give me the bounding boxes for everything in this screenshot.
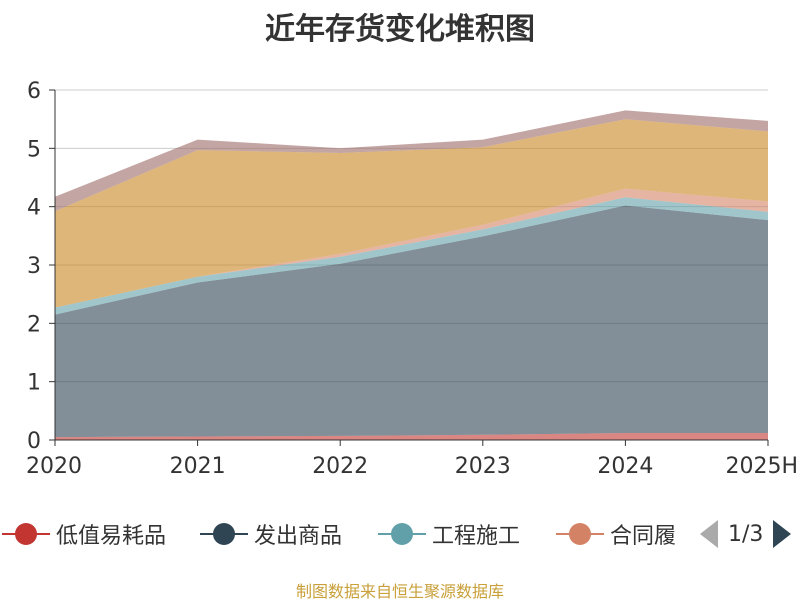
y-tick-label: 0 [27,429,41,454]
legend-item-3[interactable]: 合同履 [556,512,684,556]
data-source-note: 制图数据来自恒生聚源数据库 [295,582,504,601]
y-tick-label: 1 [27,371,41,396]
x-axis-ticks: 2020 2021 2022 2023 2024 2025H [26,454,798,479]
y-tick-label: 4 [27,196,41,221]
legend-item-1[interactable]: 发出商品 [200,512,342,556]
chart-title: 近年存货变化堆积图 [265,12,535,47]
x-tick-label: 2020 [26,454,82,479]
y-tick-label: 2 [27,312,41,337]
legend-item-2[interactable]: 工程施工 [378,512,520,556]
legend-swatch [200,520,248,548]
area-series-1 [55,205,768,438]
legend-dot [15,523,37,545]
legend-page-indicator: 1/3 [728,521,764,547]
legend-swatch [378,520,426,548]
legend-label: 低值易耗品 [56,524,167,549]
legend-dot [569,523,591,545]
next-page-icon[interactable] [773,520,792,548]
area-series-2 [55,197,768,315]
legend-pager: 1/3 [700,512,792,556]
y-tick-label: 5 [27,137,41,162]
area-series [55,110,768,440]
area-series-3 [55,188,768,308]
x-tick-label: 2021 [170,454,226,479]
y-tick-label: 6 [27,79,41,104]
axes [49,89,769,446]
legend-swatch [556,520,604,548]
y-axis-ticks: 0 1 2 3 4 5 6 [27,79,41,454]
legend-label: 发出商品 [254,524,343,549]
legend-swatch [2,520,50,548]
legend-dot [213,523,235,545]
y-tick-label: 3 [27,254,41,279]
area-series-5 [55,110,768,212]
prev-page-icon[interactable] [700,520,718,548]
x-tick-label: 2022 [312,454,368,479]
x-tick-label: 2024 [597,454,653,479]
legend-label: 工程施工 [432,524,521,549]
legend-label: 合同履 [610,524,677,549]
x-tick-label: 2025H [725,454,798,479]
area-series-4 [55,119,768,308]
x-tick-label: 2023 [455,454,511,479]
legend-item-0[interactable]: 低值易耗品 [2,512,166,556]
legend: 低值易耗品 发出商品 工程施工 合同履 [0,512,800,556]
legend-dot [391,523,413,545]
area-series-0 [55,433,768,440]
